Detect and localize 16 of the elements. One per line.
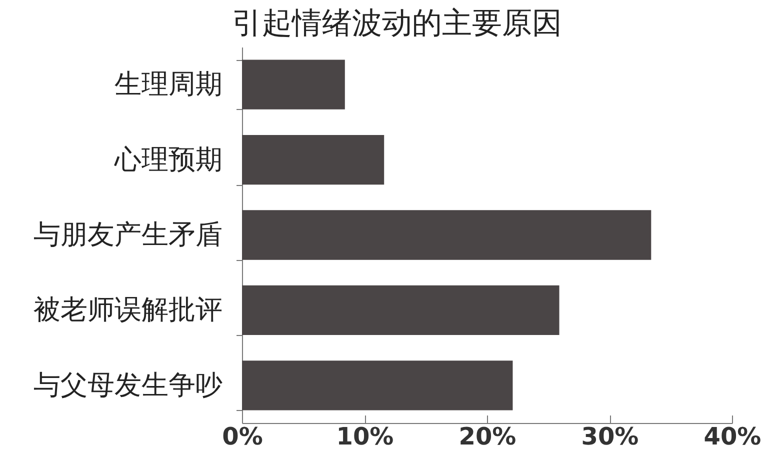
y-tick-label: 心理预期: [114, 144, 222, 176]
y-tick-label: 与朋友产生矛盾: [34, 220, 222, 250]
y-tick-label: 生理周期: [114, 69, 222, 100]
bar: [242, 285, 560, 336]
bar: [242, 60, 345, 110]
y-tick-label: 被老师误解批评: [34, 294, 222, 326]
chart-title: 引起情绪波动的主要原因: [232, 6, 562, 41]
bar: [242, 360, 513, 410]
x-tick-label: 40%: [704, 422, 762, 450]
bar: [242, 210, 652, 260]
x-tick-label: 10%: [336, 422, 394, 450]
bar: [242, 134, 384, 185]
x-tick-label: 0%: [222, 422, 263, 450]
x-tick-label: 30%: [581, 422, 639, 450]
y-tick-label: 与父母发生争吵: [34, 370, 222, 401]
x-tick-label: 20%: [458, 422, 516, 450]
